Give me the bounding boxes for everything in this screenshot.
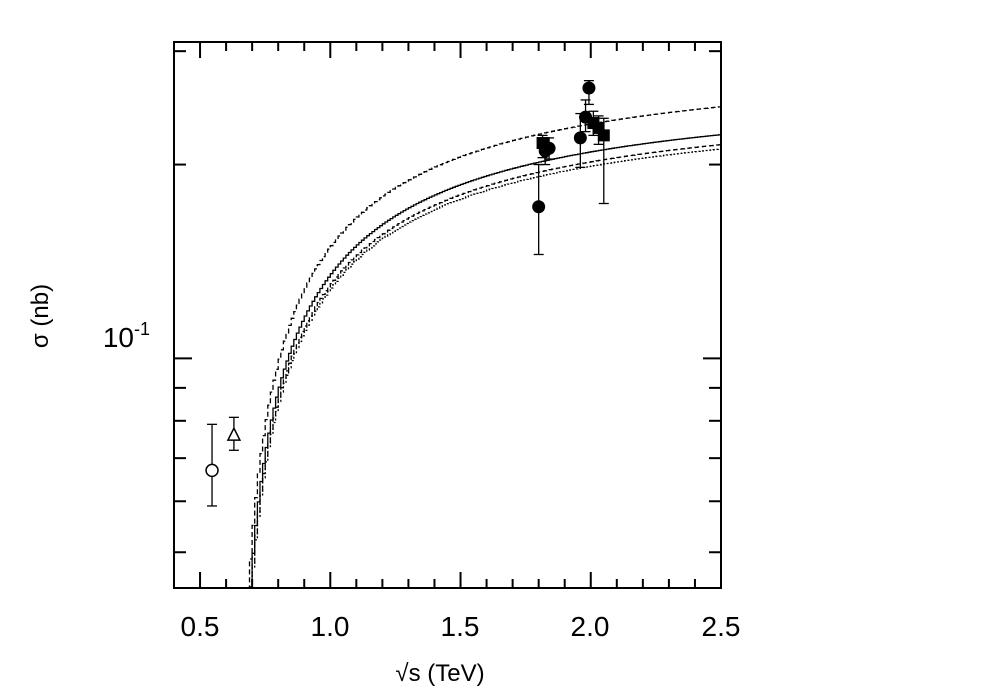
filled-square-point <box>536 137 549 150</box>
open-triangle-point <box>226 426 242 441</box>
filled-square-point <box>597 129 610 142</box>
axis-ticks <box>173 42 722 588</box>
theory-curve-0 <box>239 106 722 589</box>
x-tick-label-4: 2.5 <box>702 611 741 642</box>
x-tick-label-0: 0.5 <box>181 611 220 642</box>
theory-curve-2 <box>239 144 722 589</box>
x-tick-label-1: 1.0 <box>311 611 350 642</box>
x-axis-label: √s (TeV) <box>395 660 484 687</box>
filled-circle-point <box>573 131 587 145</box>
x-tick-label-2: 1.5 <box>441 611 480 642</box>
theory-curve-3 <box>239 148 722 589</box>
theory-curves <box>239 106 722 589</box>
y-tick-label-0: 10-1 <box>103 319 150 353</box>
filled-circle-point <box>582 81 596 95</box>
theory-curve-1 <box>239 134 722 589</box>
plot-frame <box>173 41 722 589</box>
x-tick-label-3: 2.0 <box>571 611 610 642</box>
y-axis-label: σ (nb) <box>27 284 54 348</box>
data-points <box>205 79 610 507</box>
open-circle-point <box>205 463 219 478</box>
filled-circle-point <box>532 200 546 214</box>
